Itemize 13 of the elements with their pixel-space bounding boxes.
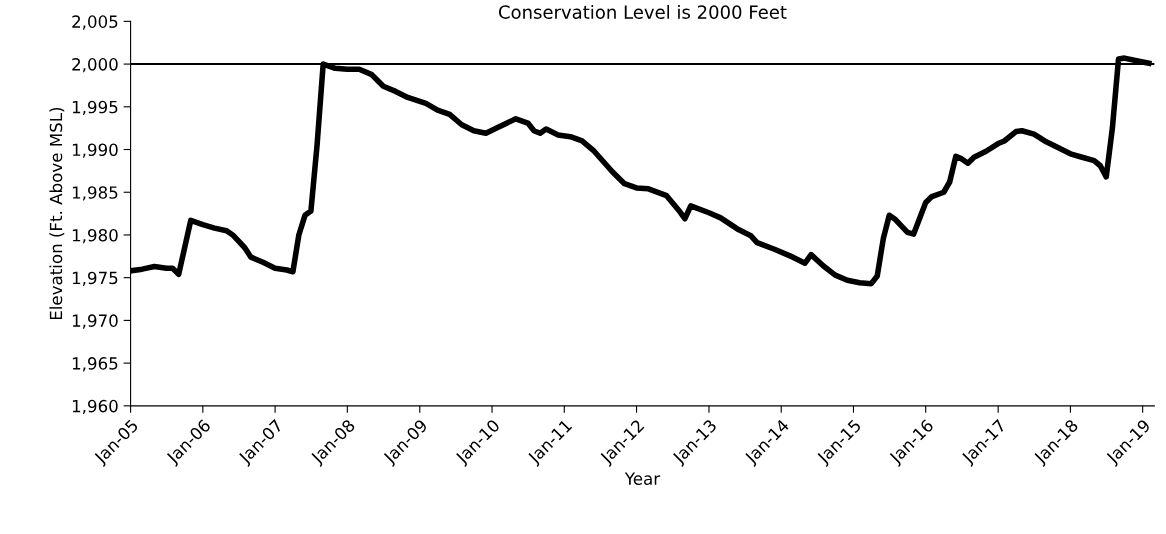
y-tick-label: 1,980 <box>72 228 118 244</box>
y-tick-label: 1,960 <box>72 399 118 415</box>
y-tick-label: 1,970 <box>72 314 118 329</box>
y-tick-label: 1,965 <box>72 357 118 372</box>
y-tick-label: 1,985 <box>72 186 118 201</box>
ref-line-label: Conservation Level is 2000 Feet <box>498 4 787 19</box>
y-tick-label: 2,000 <box>72 58 118 73</box>
y-tick-label: 1,995 <box>72 100 118 116</box>
y-tick-label: 2,005 <box>72 15 118 30</box>
y-tick-label: 1,975 <box>72 271 118 286</box>
y-tick-label: 1,990 <box>72 143 118 158</box>
x-axis-title: Year <box>624 472 661 485</box>
y-axis-title: Elevation (Ft. Above MSL) <box>49 107 65 320</box>
